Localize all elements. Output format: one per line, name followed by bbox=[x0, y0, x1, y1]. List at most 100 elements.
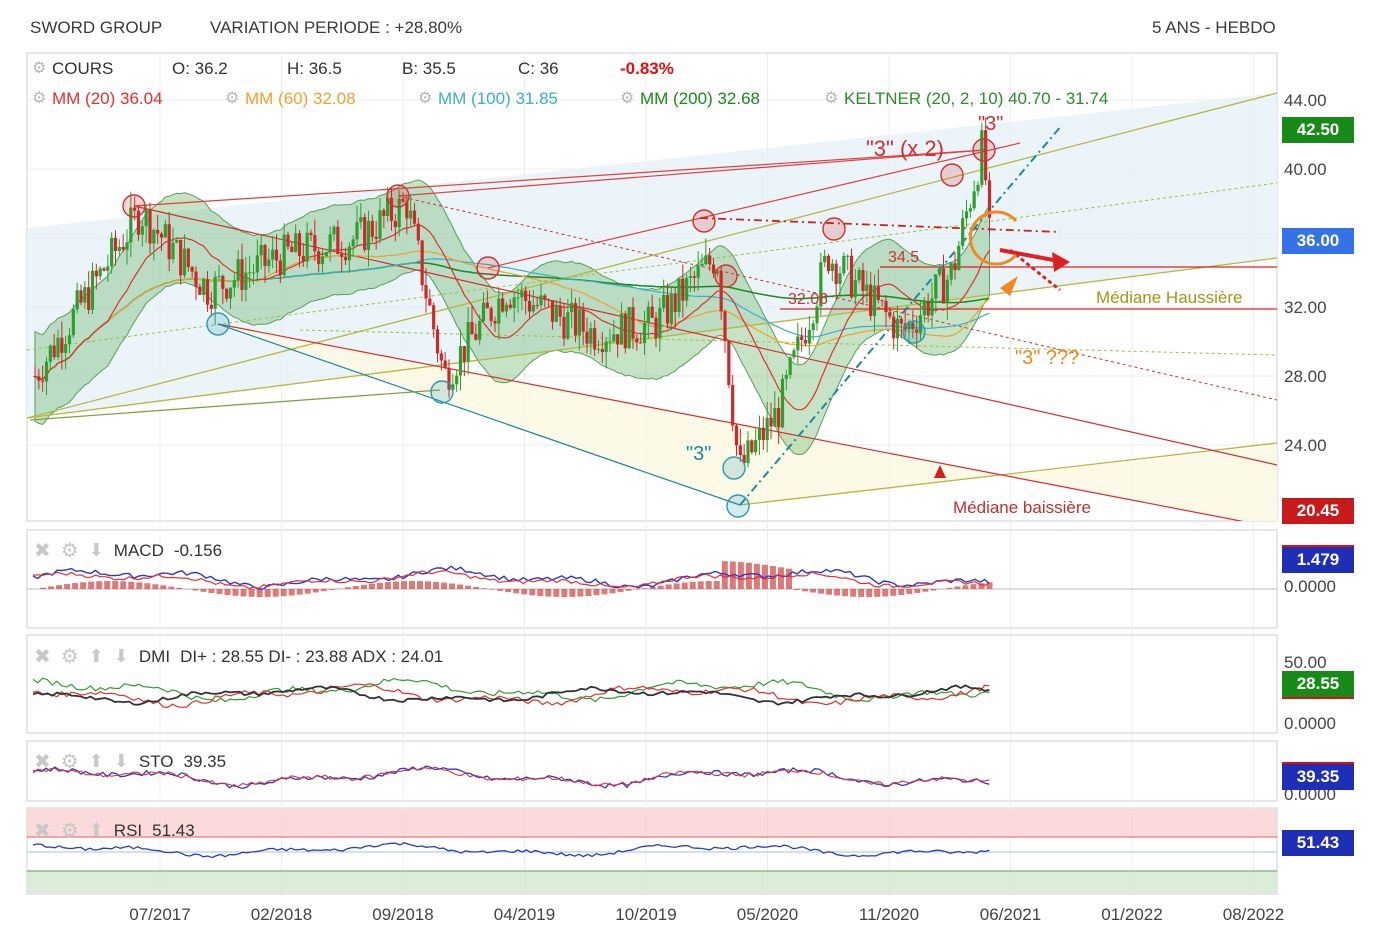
gear-icon[interactable]: ⚙ bbox=[60, 751, 79, 773]
red-arrow-head bbox=[1052, 252, 1070, 272]
close-icon[interactable]: ✖ bbox=[34, 751, 51, 773]
legend-mm100[interactable]: ⚙ MM (100) 31.85 bbox=[418, 89, 558, 109]
orange-arc bbox=[968, 210, 1018, 266]
macd-hist-bar bbox=[705, 581, 712, 589]
candle-body bbox=[286, 234, 290, 247]
candle-body bbox=[520, 290, 524, 298]
candle-body bbox=[313, 235, 317, 252]
arrow-up-icon[interactable]: ⬆ bbox=[88, 820, 104, 840]
sto-legend[interactable]: ✖ ⚙ ⬆ ⬇ STO 39.35 bbox=[34, 749, 226, 774]
arrow-up-icon[interactable]: ⬆ bbox=[88, 646, 104, 666]
gear-icon[interactable]: ⚙ bbox=[620, 90, 635, 107]
candle-body bbox=[512, 297, 516, 308]
candle-body bbox=[248, 272, 252, 274]
legend-cours-label: COURS bbox=[52, 59, 114, 78]
dmi-legend[interactable]: ✖ ⚙ ⬆ ⬇ DMI DI+ : 28.55 DI- : 23.88 ADX … bbox=[34, 644, 443, 669]
gear-icon[interactable]: ⚙ bbox=[32, 60, 47, 77]
legend-mm200[interactable]: ⚙ MM (200) 32.68 bbox=[620, 89, 760, 109]
legend-mm20-label: MM (20) 36.04 bbox=[52, 89, 163, 108]
pivot-circle bbox=[206, 312, 230, 336]
macd-hist-bar bbox=[802, 589, 809, 592]
rsi-legend[interactable]: ✖ ⚙ ⬆ RSI 51.43 bbox=[34, 818, 195, 843]
candle-body bbox=[635, 338, 639, 343]
gear-icon[interactable]: ⚙ bbox=[60, 820, 79, 842]
candle-body bbox=[240, 259, 244, 290]
candle-body bbox=[144, 208, 148, 227]
gear-icon[interactable]: ⚙ bbox=[225, 90, 240, 107]
close-icon[interactable]: ✖ bbox=[34, 646, 51, 668]
price-tick-label: 28.00 bbox=[1284, 367, 1327, 386]
candle-body bbox=[259, 245, 263, 256]
indicator-lines bbox=[27, 561, 1277, 893]
macd-hist-bar bbox=[240, 589, 247, 597]
macd-hist-bar bbox=[72, 583, 79, 589]
close-icon[interactable]: ✖ bbox=[34, 540, 51, 562]
macd-hist-bar bbox=[962, 585, 969, 589]
macd-hist-bar bbox=[521, 589, 528, 595]
macd-hist-bar bbox=[96, 581, 103, 589]
arrow-down-icon[interactable]: ⬇ bbox=[113, 751, 129, 771]
close-icon[interactable]: ✖ bbox=[34, 820, 51, 842]
macd-hist-bar bbox=[441, 582, 448, 589]
macd-hist-bar bbox=[80, 582, 87, 589]
candle-body bbox=[769, 417, 773, 427]
arrow-up-icon[interactable]: ⬆ bbox=[88, 751, 104, 771]
candle-body bbox=[524, 290, 528, 301]
macd-hist-bar bbox=[777, 567, 784, 589]
candle-body bbox=[501, 298, 505, 312]
candle-body bbox=[869, 284, 873, 317]
gear-icon[interactable]: ⚙ bbox=[418, 90, 433, 107]
median-bull-label: Médiane Haussière bbox=[1096, 288, 1242, 307]
candle-body bbox=[236, 259, 240, 281]
arrow-down-icon[interactable]: ⬇ bbox=[88, 540, 104, 560]
candle-body bbox=[462, 346, 466, 362]
candle-body bbox=[984, 130, 988, 181]
legend-keltner[interactable]: ⚙ KELTNER (20, 2, 10) 40.70 - 31.74 bbox=[824, 89, 1108, 109]
macd-hist-bar bbox=[280, 589, 287, 597]
candle-body bbox=[577, 309, 581, 336]
macd-hist-bar bbox=[320, 589, 327, 592]
candle-body bbox=[711, 264, 716, 274]
arrow-down-icon[interactable]: ⬇ bbox=[113, 646, 129, 666]
macd-hist-bar bbox=[641, 588, 648, 589]
candle-body bbox=[397, 198, 401, 228]
candle-body bbox=[696, 265, 700, 278]
candle-body bbox=[968, 208, 972, 212]
macd-hist-bar bbox=[545, 589, 552, 597]
macd-legend[interactable]: ✖ ⚙ ⬇ MACD -0.156 bbox=[34, 538, 222, 563]
gear-icon[interactable]: ⚙ bbox=[60, 646, 79, 668]
legend-mm60[interactable]: ⚙ MM (60) 32.08 bbox=[225, 89, 356, 109]
candle-body bbox=[773, 407, 777, 427]
macd-hist-bar bbox=[665, 584, 672, 589]
gear-icon[interactable]: ⚙ bbox=[60, 540, 79, 562]
level-label-b: 32.06 bbox=[788, 291, 828, 308]
pivot-circle bbox=[940, 163, 964, 187]
candle-body bbox=[834, 263, 838, 284]
candle-body bbox=[251, 272, 256, 274]
legend-cours[interactable]: ⚙ COURS bbox=[32, 59, 113, 79]
legend-mm20[interactable]: ⚙ MM (20) 36.04 bbox=[32, 89, 163, 109]
gear-icon[interactable]: ⚙ bbox=[32, 90, 47, 107]
macd-hist-bar bbox=[360, 584, 367, 589]
candle-body bbox=[685, 278, 689, 301]
macd-hist-bar bbox=[128, 581, 135, 589]
candle-body bbox=[738, 445, 742, 455]
macd-hist-bar bbox=[930, 589, 937, 591]
candle-body bbox=[393, 221, 397, 228]
macd-hist-bar bbox=[136, 582, 143, 589]
candle-body bbox=[228, 287, 233, 299]
gear-icon[interactable]: ⚙ bbox=[824, 90, 839, 107]
candle-body bbox=[596, 349, 601, 351]
candle-body bbox=[274, 249, 279, 261]
candle-body bbox=[788, 357, 792, 375]
macd-hist-bar bbox=[344, 587, 351, 589]
candle-body bbox=[838, 273, 842, 284]
candle-body bbox=[608, 341, 612, 343]
period-selector[interactable]: 5 ANS - HEBDO bbox=[1152, 18, 1276, 37]
candle-body bbox=[75, 290, 79, 310]
macd-hist-bar bbox=[649, 586, 656, 589]
macd-signal-line bbox=[32, 569, 990, 590]
dmi-tag: 28.55 bbox=[1282, 671, 1354, 699]
candle-body bbox=[255, 255, 259, 273]
